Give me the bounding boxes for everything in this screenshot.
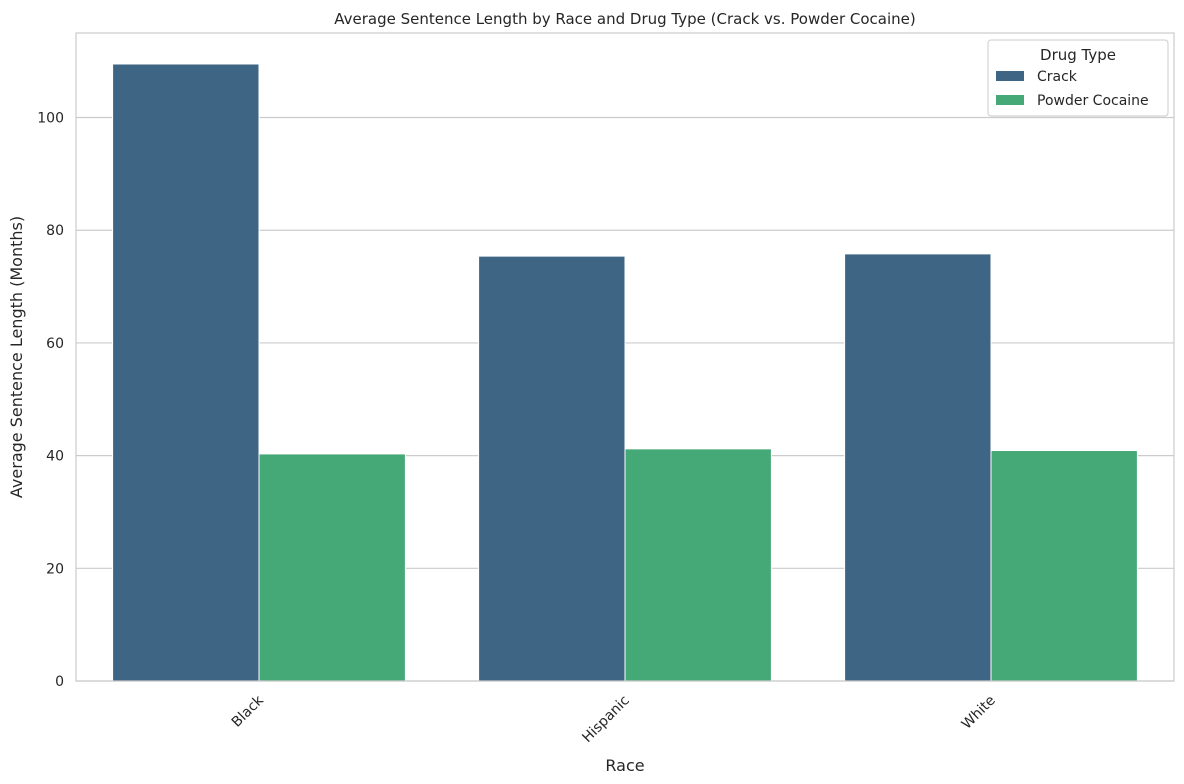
y-tick-label: 40 bbox=[46, 449, 64, 465]
legend-label-crack: Crack bbox=[1037, 69, 1078, 85]
bar-black-powder-cocaine bbox=[258, 453, 406, 682]
x-tick-label-hispanic: Hispanic bbox=[579, 693, 632, 746]
legend-box bbox=[987, 39, 1169, 117]
y-tick-label: 0 bbox=[55, 674, 64, 690]
legend-label-powder-cocaine: Powder Cocaine bbox=[1037, 93, 1149, 109]
y-tick-label: 80 bbox=[46, 223, 64, 239]
chart-title: Average Sentence Length by Race and Drug… bbox=[334, 10, 916, 28]
y-tick-label: 100 bbox=[37, 111, 64, 127]
y-axis-label: Average Sentence Length (Months) bbox=[7, 216, 26, 498]
legend-swatch-powder-cocaine bbox=[996, 95, 1024, 105]
legend: Drug Type Crack Powder Cocaine bbox=[987, 39, 1169, 117]
bar-white-powder-cocaine bbox=[990, 450, 1138, 682]
bar-black-crack bbox=[112, 63, 260, 682]
x-tick-label-black: Black bbox=[229, 692, 268, 731]
x-axis-label: Race bbox=[605, 756, 644, 775]
legend-swatch-crack bbox=[996, 71, 1024, 81]
x-tick-label-white: White bbox=[959, 693, 999, 733]
bars bbox=[112, 63, 1138, 682]
bar-hispanic-crack bbox=[478, 255, 626, 682]
plot-frame bbox=[75, 32, 1175, 682]
bar-white-crack bbox=[844, 253, 992, 682]
legend-title: Drug Type bbox=[1040, 46, 1116, 64]
x-tick-labels: Black Hispanic White bbox=[229, 692, 999, 746]
y-tick-label: 60 bbox=[46, 336, 64, 352]
y-tick-label: 20 bbox=[46, 561, 64, 577]
y-tick-labels: 0 20 40 60 80 100 bbox=[37, 111, 64, 690]
bar-hispanic-powder-cocaine bbox=[624, 448, 772, 682]
